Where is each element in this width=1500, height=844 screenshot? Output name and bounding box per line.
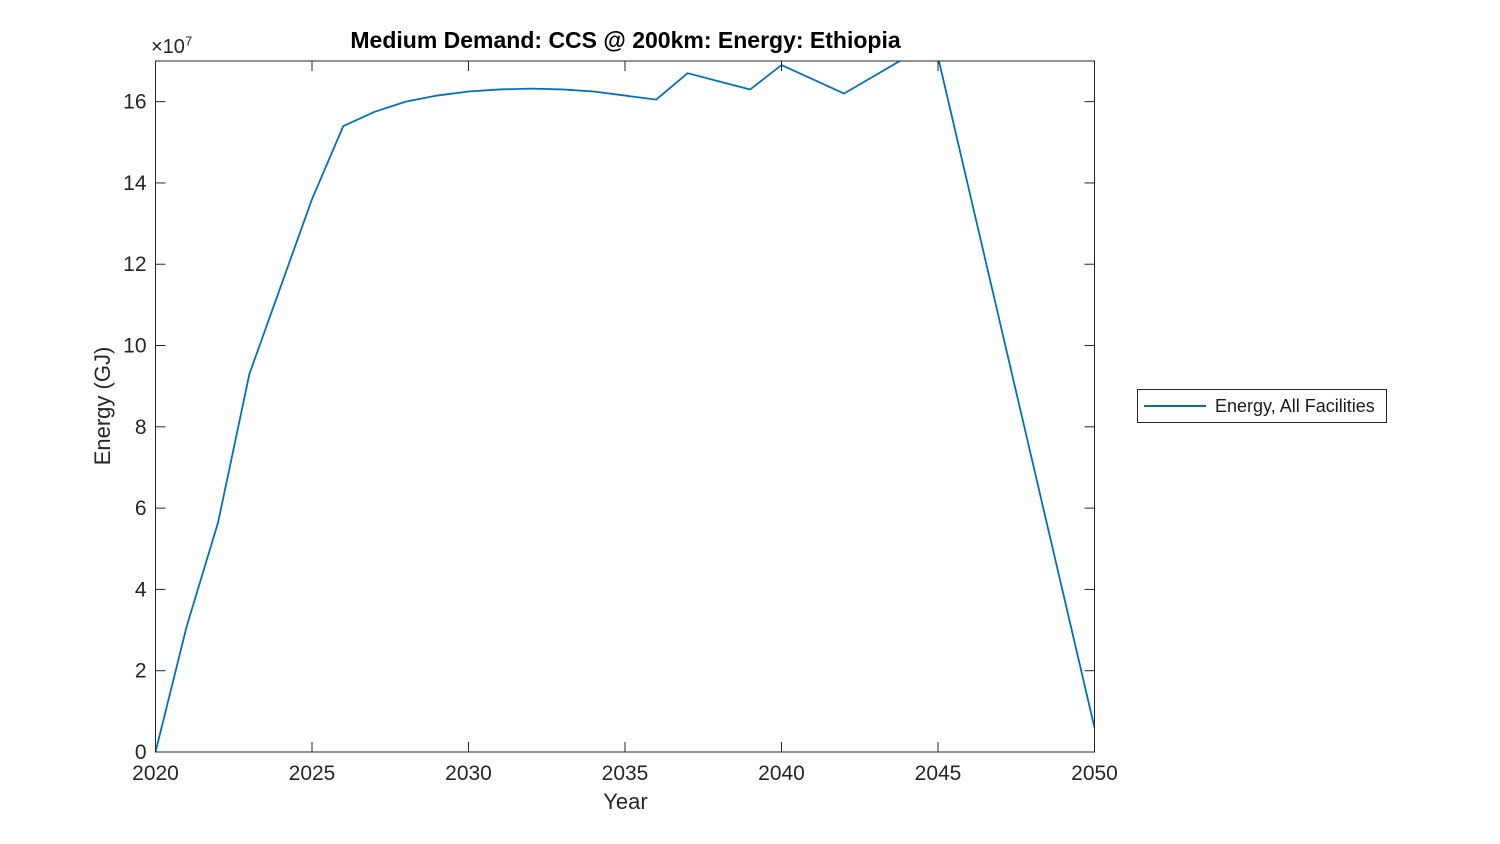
y-tick-label: 14 (123, 172, 147, 195)
y-tick-label: 10 (123, 335, 146, 358)
y-axis-exponent-base: ×10 (151, 36, 185, 58)
legend-entry-label: Energy, All Facilities (1215, 395, 1375, 416)
y-tick-label: 2 (135, 660, 147, 683)
x-tick-label: 2020 (132, 762, 179, 785)
x-tick-label: 2030 (445, 762, 492, 785)
legend: Energy, All Facilities (1137, 389, 1387, 423)
y-tick-label: 8 (135, 416, 147, 439)
x-tick-label: 2050 (1071, 762, 1118, 785)
x-tick-label: 2040 (758, 762, 805, 785)
y-axis-exponent-sup: 7 (184, 33, 193, 49)
y-tick-label: 12 (123, 253, 146, 276)
x-tick-label: 2035 (602, 762, 649, 785)
legend-line-swatch (1144, 405, 1206, 407)
axes-box (155, 60, 1095, 753)
chart-title: Medium Demand: CCS @ 200km: Energy: Ethi… (350, 27, 901, 53)
y-tick-label: 16 (123, 91, 146, 114)
y-tick-label: 0 (135, 741, 147, 764)
y-axis-label: Energy (GJ) (90, 346, 115, 466)
x-tick-label: 2045 (915, 762, 962, 785)
x-axis-label: Year (603, 789, 648, 814)
y-axis-exponent-label: ×107 (151, 33, 193, 59)
data-series-line (155, 61, 1095, 752)
y-tick-label: 6 (135, 497, 147, 520)
y-tick-label: 4 (135, 578, 147, 601)
x-tick-label: 2025 (289, 762, 336, 785)
